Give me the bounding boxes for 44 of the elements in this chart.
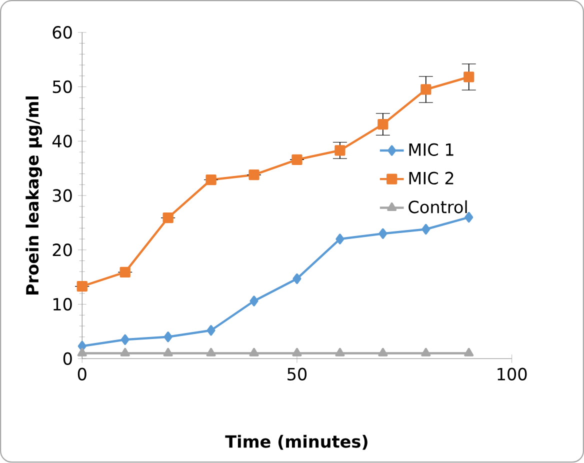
point bbox=[206, 348, 216, 357]
point bbox=[120, 348, 130, 357]
point bbox=[76, 281, 88, 292]
point bbox=[336, 234, 344, 245]
legend-label: MIC 2 bbox=[409, 172, 454, 185]
point bbox=[378, 119, 388, 130]
y-tick-label: 60 bbox=[52, 26, 72, 39]
y-tick-label: 10 bbox=[53, 298, 72, 311]
point bbox=[162, 212, 174, 224]
y-axis-title: Proein leakage µg/ml bbox=[26, 96, 42, 295]
y-tick-label: 40 bbox=[52, 134, 72, 148]
y-tick-label: 0 bbox=[63, 352, 72, 366]
point bbox=[164, 332, 172, 342]
y-tick-label: 20 bbox=[52, 244, 72, 256]
x-axis-title: Time (minutes) bbox=[225, 435, 368, 450]
legend-label: Control bbox=[408, 200, 467, 214]
point bbox=[248, 170, 260, 180]
point bbox=[250, 296, 258, 306]
point bbox=[421, 348, 431, 357]
x-tick-label: 50 bbox=[288, 368, 307, 381]
point bbox=[163, 348, 173, 357]
point bbox=[292, 154, 302, 166]
x-tick-label: 100 bbox=[498, 368, 527, 381]
legend-label: MIC 1 bbox=[409, 143, 454, 156]
point bbox=[249, 348, 259, 357]
point bbox=[335, 348, 345, 357]
point bbox=[206, 174, 216, 186]
point bbox=[464, 348, 474, 357]
point bbox=[464, 212, 474, 223]
point bbox=[378, 228, 388, 240]
y-tick-label: 50 bbox=[52, 80, 72, 94]
point bbox=[292, 274, 302, 284]
point bbox=[120, 267, 130, 278]
point bbox=[464, 72, 474, 82]
x-tick-label: 0 bbox=[78, 368, 86, 381]
y-tick-label: 30 bbox=[52, 189, 72, 202]
point bbox=[77, 348, 87, 357]
point bbox=[206, 325, 216, 336]
point bbox=[292, 348, 302, 357]
point bbox=[120, 334, 130, 346]
point bbox=[422, 224, 430, 235]
point bbox=[378, 348, 388, 357]
point bbox=[420, 84, 432, 95]
point bbox=[334, 145, 346, 156]
